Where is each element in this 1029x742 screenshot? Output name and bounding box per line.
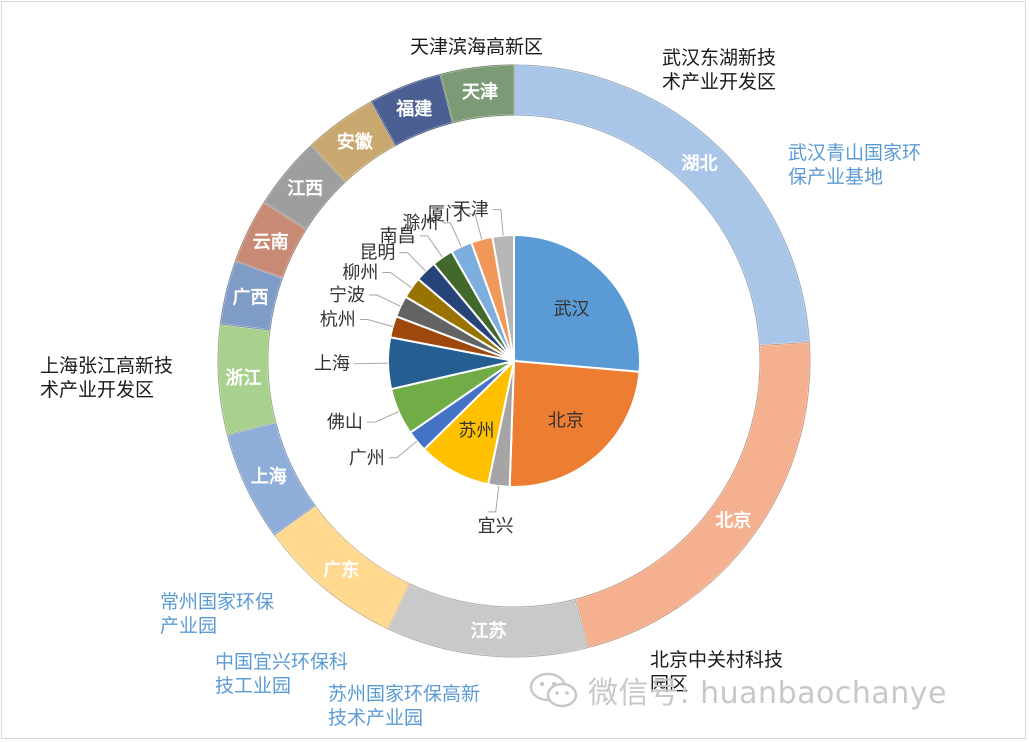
annotation-line: 上海张江高新技 xyxy=(40,355,174,377)
outer-label-1: 北京 xyxy=(715,509,751,531)
inner-slice-0 xyxy=(513,233,641,373)
outer-label-9: 安徽 xyxy=(337,131,374,153)
annotation-line: 术产业开发区 xyxy=(40,379,155,401)
inner-label-5: 佛山 xyxy=(327,412,363,433)
annotation-line: 中国宜兴环保科 xyxy=(215,651,349,673)
inner-label-10: 昆明 xyxy=(359,243,395,264)
leader-line-7 xyxy=(359,319,393,328)
annotation-line: 北京中关村科技 xyxy=(650,649,784,671)
leader-line-5 xyxy=(366,411,399,423)
annotation-line: 武汉青山国家环 xyxy=(788,142,922,164)
outer-label-7: 云南 xyxy=(253,231,289,253)
leader-line-12 xyxy=(442,222,462,247)
annotation-line: 保产业基地 xyxy=(788,166,884,188)
outer-label-4: 上海 xyxy=(251,465,287,487)
outer-label-6: 广西 xyxy=(232,287,268,309)
annotation-line: 园区 xyxy=(650,673,689,695)
inner-label-12: 滁州 xyxy=(402,213,438,234)
inner-label-9: 柳州 xyxy=(342,263,378,284)
inner-pie xyxy=(387,233,641,488)
inner-label-11: 南昌 xyxy=(380,226,416,247)
leader-line-2 xyxy=(487,486,500,513)
annotation-changzhou: 常州国家环保 产业园 xyxy=(160,590,274,638)
leader-lines xyxy=(354,209,504,513)
outer-ring xyxy=(217,64,811,658)
leader-line-13 xyxy=(467,213,483,240)
inner-label-14: 天津 xyxy=(453,200,489,221)
annotation-yixing: 中国宜兴环保科 技工业园 xyxy=(215,650,348,698)
outer-label-3: 广东 xyxy=(323,559,359,581)
leader-line-4 xyxy=(388,440,418,459)
annotation-line: 苏州国家环保高新 xyxy=(328,683,481,705)
inner-label-13: 厦门 xyxy=(427,204,463,225)
annotation-line: 武汉东湖新技 xyxy=(662,47,777,69)
outer-label-0: 湖北 xyxy=(682,153,718,174)
annotation-beijing-zhongguancun: 北京中关村科技 园区 xyxy=(650,648,783,696)
watermark: 微信号: huanbaochanye xyxy=(528,670,947,711)
inner-label-2: 宜兴 xyxy=(478,516,514,537)
outer-label-2: 江苏 xyxy=(470,620,506,642)
watermark-text: 微信号: huanbaochanye xyxy=(588,676,947,711)
inner-label-0: 武汉 xyxy=(554,299,590,320)
leader-line-8 xyxy=(369,294,401,307)
leader-line-10 xyxy=(399,252,427,272)
annotation-wuhan-qingshan: 武汉青山国家环 保产业基地 xyxy=(788,141,921,189)
segment-labels: 湖北北京江苏广东上海浙江广西云南江西安徽福建天津武汉北京宜兴苏州广州佛山上海杭州… xyxy=(226,81,752,642)
annotation-tianjin: 天津滨海高新区 xyxy=(410,35,543,59)
annotation-shanghai-zhangjiang: 上海张江高新技 术产业开发区 xyxy=(40,354,173,402)
leader-line-11 xyxy=(419,235,443,258)
inner-label-1: 北京 xyxy=(548,410,584,431)
outer-segment-edge-11 xyxy=(439,64,515,124)
annotation-suzhou: 苏州国家环保高新 技术产业园 xyxy=(328,682,480,730)
annotation-line: 技术产业园 xyxy=(328,707,424,729)
annotation-line: 产业园 xyxy=(160,615,218,637)
outer-label-11: 天津 xyxy=(462,81,498,103)
inner-label-3: 苏州 xyxy=(459,421,495,442)
inner-label-6: 上海 xyxy=(314,354,350,375)
annotation-line: 常州国家环保 xyxy=(160,591,275,613)
inner-slice-1 xyxy=(508,359,641,488)
outer-label-8: 江西 xyxy=(287,178,323,199)
wechat-icon xyxy=(529,672,578,708)
inner-label-8: 宁波 xyxy=(329,285,365,306)
annotation-line: 天津滨海高新区 xyxy=(410,36,544,58)
annotation-line: 技工业园 xyxy=(215,675,292,697)
annotation-wuhan-donghu: 武汉东湖新技 术产业开发区 xyxy=(662,46,776,94)
leader-line-14 xyxy=(492,209,504,236)
annotation-line: 术产业开发区 xyxy=(662,71,777,93)
inner-label-4: 广州 xyxy=(349,448,385,469)
inner-label-7: 杭州 xyxy=(320,310,356,331)
leader-line-9 xyxy=(382,272,412,289)
outer-label-5: 浙江 xyxy=(226,367,262,389)
outer-label-10: 福建 xyxy=(395,98,432,120)
